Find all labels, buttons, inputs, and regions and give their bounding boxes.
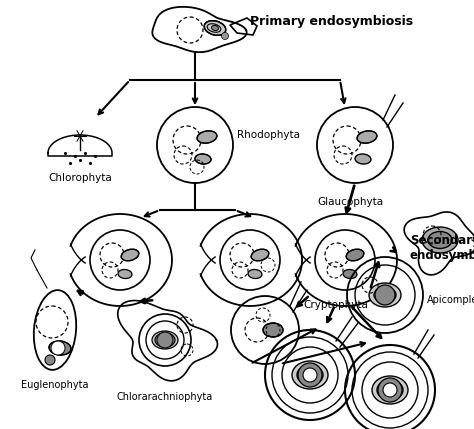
Ellipse shape <box>292 361 328 389</box>
Circle shape <box>378 378 402 402</box>
Ellipse shape <box>428 232 452 248</box>
Ellipse shape <box>251 249 269 261</box>
Circle shape <box>375 285 395 305</box>
Ellipse shape <box>155 333 175 347</box>
Ellipse shape <box>372 376 408 404</box>
Circle shape <box>303 368 317 382</box>
Ellipse shape <box>49 341 71 355</box>
Text: Cryptophyta: Cryptophyta <box>303 300 368 310</box>
Polygon shape <box>48 135 112 156</box>
Text: Secondary
endosymbioses: Secondary endosymbioses <box>410 234 474 262</box>
Circle shape <box>221 33 228 39</box>
Ellipse shape <box>248 269 262 278</box>
Polygon shape <box>152 7 246 52</box>
Text: Euglenophyta: Euglenophyta <box>21 380 89 390</box>
Text: Chlorarachniophyta: Chlorarachniophyta <box>117 392 213 402</box>
Ellipse shape <box>152 331 178 349</box>
Text: Primary endosymbiosis: Primary endosymbiosis <box>250 15 413 28</box>
Text: Rhodophyta: Rhodophyta <box>237 130 300 140</box>
Text: Apicomplexa: Apicomplexa <box>427 295 474 305</box>
Ellipse shape <box>118 269 132 278</box>
Circle shape <box>51 341 65 355</box>
Ellipse shape <box>346 249 364 261</box>
Ellipse shape <box>297 365 323 385</box>
Text: Glaucophyta: Glaucophyta <box>317 197 383 207</box>
Circle shape <box>298 363 322 387</box>
Polygon shape <box>230 18 257 35</box>
Ellipse shape <box>355 154 371 164</box>
Ellipse shape <box>121 249 139 261</box>
Ellipse shape <box>374 287 396 303</box>
Ellipse shape <box>357 131 377 143</box>
Ellipse shape <box>369 283 401 307</box>
Polygon shape <box>404 212 474 275</box>
Ellipse shape <box>197 131 217 143</box>
Polygon shape <box>118 301 218 381</box>
Ellipse shape <box>263 323 283 337</box>
Ellipse shape <box>422 227 458 253</box>
Ellipse shape <box>195 154 211 164</box>
Ellipse shape <box>204 21 226 35</box>
Circle shape <box>383 383 397 397</box>
Circle shape <box>157 332 173 348</box>
Ellipse shape <box>343 269 357 278</box>
Ellipse shape <box>211 25 219 30</box>
Circle shape <box>45 355 55 365</box>
Ellipse shape <box>377 380 403 400</box>
Text: Chlorophyta: Chlorophyta <box>48 173 112 183</box>
